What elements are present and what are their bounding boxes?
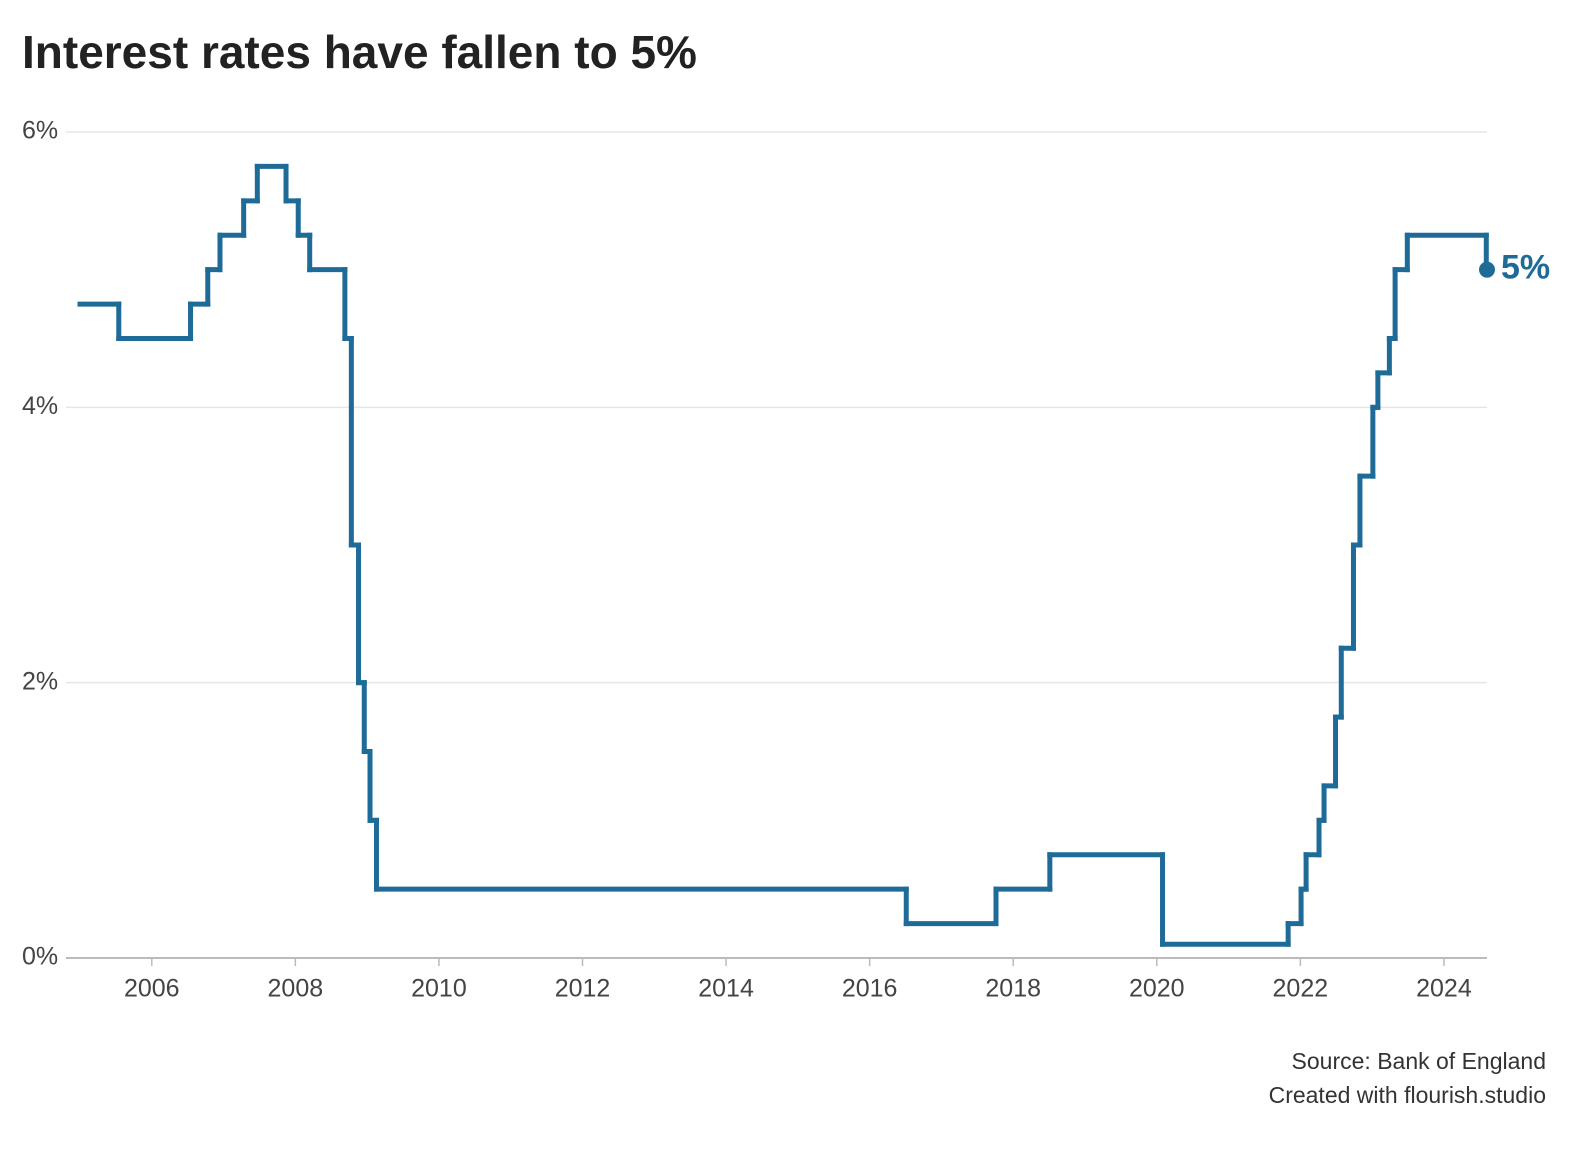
x-tick-label: 2024 xyxy=(1416,975,1472,1003)
x-tick-label: 2022 xyxy=(1273,975,1329,1003)
x-tick-label: 2020 xyxy=(1129,975,1185,1003)
credit: Created with flourish.studio xyxy=(1269,1082,1546,1108)
x-tick-label: 2010 xyxy=(411,975,467,1003)
y-tick-label: 4% xyxy=(22,392,58,420)
source: Source: Bank of England xyxy=(1292,1048,1546,1074)
y-tick-label: 0% xyxy=(22,943,58,971)
x-tick-label: 2016 xyxy=(842,975,898,1003)
end-dot xyxy=(1479,261,1495,278)
chart-title: Interest rates have fallen to 5% xyxy=(22,26,697,78)
y-tick-label: 6% xyxy=(22,117,58,145)
end-label: 5% xyxy=(1501,249,1550,287)
x-tick-label: 2012 xyxy=(555,975,611,1003)
x-tick-label: 2008 xyxy=(268,975,324,1003)
x-tick-label: 2018 xyxy=(985,975,1041,1003)
y-tick-label: 2% xyxy=(22,667,58,695)
x-tick-label: 2006 xyxy=(124,975,180,1003)
x-tick-label: 2014 xyxy=(698,975,754,1003)
